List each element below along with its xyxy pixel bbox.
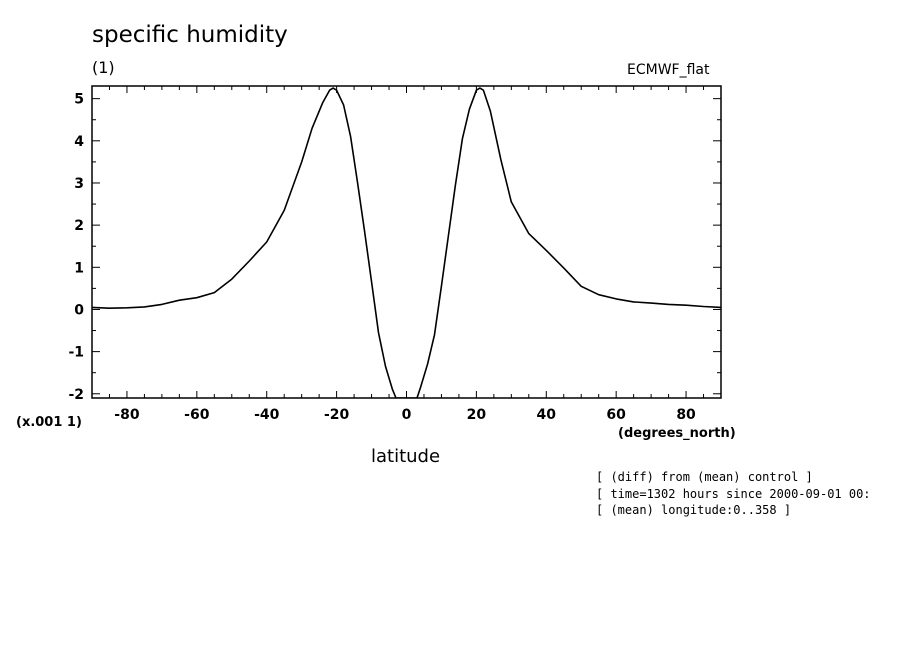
note-longitude: [ (mean) longitude:0..358 ] <box>596 503 792 517</box>
plot-frame <box>91 85 722 399</box>
y-tick-label: 5 <box>74 92 84 108</box>
x-tick-label: 40 <box>537 407 557 423</box>
x-tick-label: 0 <box>402 407 412 423</box>
series-line <box>92 87 721 398</box>
x-tick-label: 80 <box>676 407 696 423</box>
axis-ticks <box>91 86 722 398</box>
dataset-label: ECMWF_flat <box>627 62 710 78</box>
x-tick-label: -80 <box>114 407 140 423</box>
y-tick-label: 2 <box>74 218 84 234</box>
x-tick-label: 20 <box>467 407 487 423</box>
y-tick-label: -2 <box>68 387 84 403</box>
x-tick-label: 60 <box>606 407 626 423</box>
x-tick-label: -20 <box>324 407 350 423</box>
note-time: [ time=1302 hours since 2000-09-01 00: <box>596 487 871 501</box>
series-group <box>92 87 721 398</box>
y-tick-label: 1 <box>74 260 84 276</box>
x-axis-units: (degrees_north) <box>618 426 736 441</box>
y-tick-label: 3 <box>74 176 84 192</box>
y-tick-label: 0 <box>74 302 84 318</box>
y-axis-units: (1) <box>92 58 115 77</box>
x-tick-label: -60 <box>184 407 210 423</box>
axis-tick-labels: -80 -60 -40 -20 0 20 40 60 80 -2 -1 0 1 2 3 4 5 <box>68 92 696 423</box>
x-axis-label: latitude <box>371 446 441 467</box>
chart-title: specific humidity <box>92 22 288 48</box>
y-tick-label: 4 <box>74 134 84 150</box>
note-diff: [ (diff) from (mean) control ] <box>596 470 813 484</box>
x-tick-label: -40 <box>254 407 280 423</box>
scale-factor-label: (x.001 1) <box>16 415 82 430</box>
y-tick-label: -1 <box>68 345 84 361</box>
